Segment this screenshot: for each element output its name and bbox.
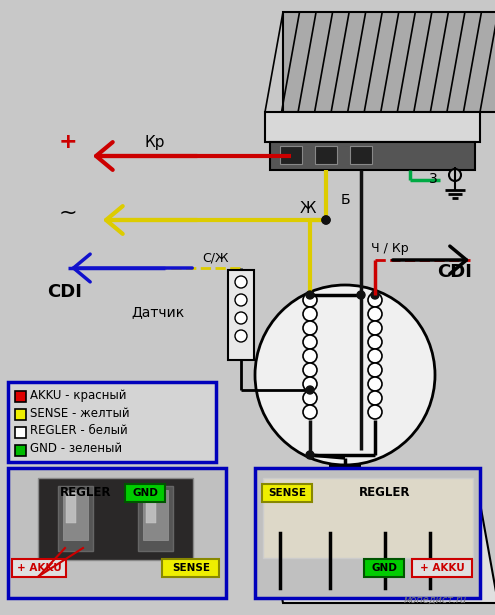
FancyBboxPatch shape <box>364 559 404 577</box>
Text: REGLER: REGLER <box>359 486 411 499</box>
Circle shape <box>449 169 461 181</box>
Circle shape <box>303 307 317 321</box>
Text: 3: 3 <box>429 172 438 186</box>
Circle shape <box>322 216 330 224</box>
Bar <box>8 382 216 462</box>
Circle shape <box>306 291 314 299</box>
Bar <box>138 486 173 551</box>
Circle shape <box>368 405 382 419</box>
Bar <box>315 146 337 164</box>
Circle shape <box>368 377 382 391</box>
Text: Ч / Кр: Ч / Кр <box>371 242 409 255</box>
Circle shape <box>235 312 247 324</box>
Bar <box>255 468 480 598</box>
Text: GND - зеленый: GND - зеленый <box>30 443 122 456</box>
Circle shape <box>368 335 382 349</box>
Circle shape <box>371 291 379 299</box>
Text: Ж: Ж <box>300 200 316 215</box>
Circle shape <box>368 349 382 363</box>
Text: + AKKU: + AKKU <box>420 563 464 573</box>
Circle shape <box>303 363 317 377</box>
Text: Б: Б <box>340 193 350 207</box>
Circle shape <box>235 276 247 288</box>
FancyBboxPatch shape <box>162 559 219 577</box>
Text: AKKU - красный: AKKU - красный <box>30 389 127 402</box>
Text: REGLER - белый: REGLER - белый <box>30 424 128 437</box>
FancyBboxPatch shape <box>412 559 472 577</box>
Circle shape <box>368 307 382 321</box>
Text: SENSE: SENSE <box>268 488 306 498</box>
Text: ~: ~ <box>59 203 77 223</box>
Bar <box>280 146 302 164</box>
Bar <box>143 490 168 540</box>
Circle shape <box>357 291 365 299</box>
Bar <box>15 445 26 456</box>
Bar <box>8 468 226 598</box>
FancyBboxPatch shape <box>12 559 66 577</box>
Bar <box>15 391 26 402</box>
Circle shape <box>368 321 382 335</box>
Circle shape <box>303 405 317 419</box>
Polygon shape <box>265 503 495 603</box>
Bar <box>228 270 254 360</box>
Text: GND: GND <box>132 488 158 498</box>
Circle shape <box>303 349 317 363</box>
Bar <box>263 478 473 558</box>
Circle shape <box>368 391 382 405</box>
Text: REGLER: REGLER <box>60 486 112 499</box>
Bar <box>63 490 88 540</box>
Bar <box>350 146 372 164</box>
Circle shape <box>303 293 317 307</box>
Circle shape <box>306 451 314 459</box>
Bar <box>15 409 26 420</box>
Text: CDI: CDI <box>438 263 472 281</box>
FancyBboxPatch shape <box>262 484 312 502</box>
Circle shape <box>368 363 382 377</box>
Bar <box>58 486 93 551</box>
Circle shape <box>235 294 247 306</box>
Text: SENSE: SENSE <box>172 563 210 573</box>
Text: + AKKU: + AKKU <box>17 563 61 573</box>
Text: +: + <box>59 132 77 152</box>
Bar <box>265 112 480 142</box>
Text: CDI: CDI <box>48 283 83 301</box>
Bar <box>283 12 495 112</box>
Circle shape <box>303 377 317 391</box>
Circle shape <box>368 293 382 307</box>
Text: С/Ж: С/Ж <box>202 252 228 264</box>
Bar <box>38 478 193 560</box>
Text: Датчик: Датчик <box>132 305 185 319</box>
Text: GND: GND <box>371 563 397 573</box>
Circle shape <box>322 216 330 224</box>
Bar <box>146 493 156 523</box>
Circle shape <box>255 285 435 465</box>
Text: мопедист.ru: мопедист.ru <box>403 595 467 605</box>
Circle shape <box>303 335 317 349</box>
Bar <box>270 142 475 170</box>
FancyBboxPatch shape <box>125 484 165 502</box>
Circle shape <box>306 386 314 394</box>
Circle shape <box>303 391 317 405</box>
Circle shape <box>235 330 247 342</box>
Text: SENSE - желтый: SENSE - желтый <box>30 407 130 419</box>
Bar <box>15 427 26 438</box>
Circle shape <box>303 321 317 335</box>
Text: Кр: Кр <box>145 135 165 149</box>
Bar <box>66 493 76 523</box>
